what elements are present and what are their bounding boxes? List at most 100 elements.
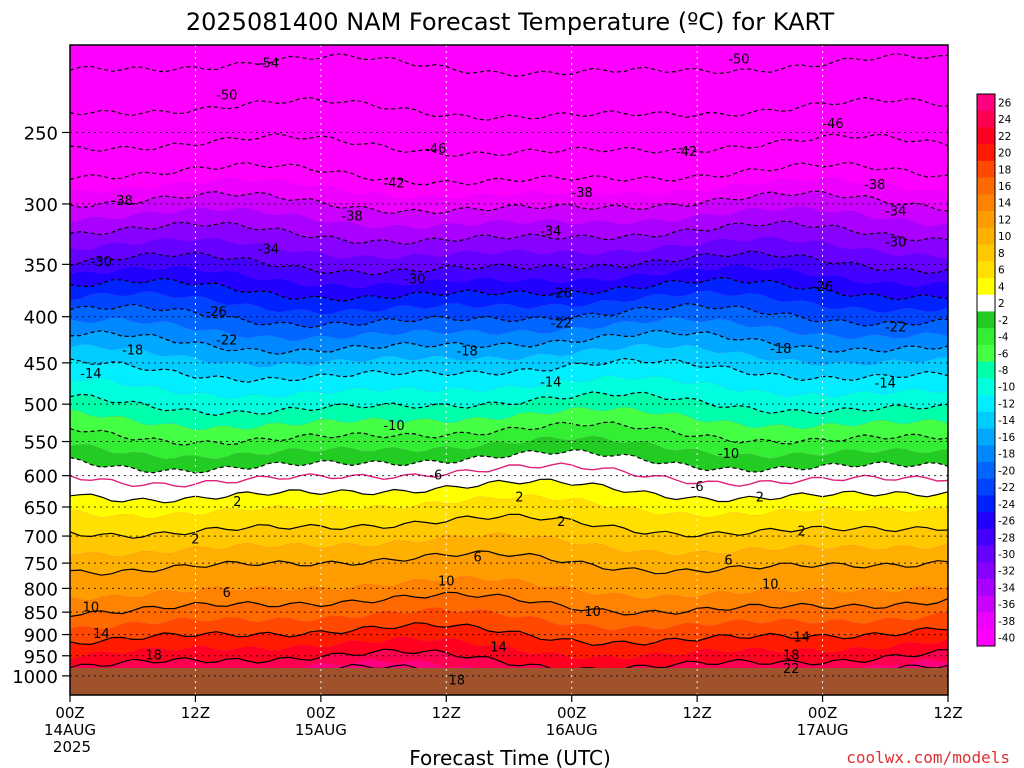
isotherm-line xyxy=(70,478,948,504)
contour-label: -22 xyxy=(551,317,572,332)
temperature-band xyxy=(70,358,948,399)
temperature-band xyxy=(70,251,948,288)
colorbar-swatch xyxy=(977,278,995,296)
colorbar-swatch xyxy=(977,579,995,597)
contour-label: -34 xyxy=(540,224,561,239)
colorbar-label: -40 xyxy=(998,633,1015,645)
temperature-band xyxy=(70,97,948,143)
colorbar-label: -34 xyxy=(998,582,1015,594)
isotherm-line xyxy=(70,622,948,646)
freezing-line xyxy=(70,462,948,488)
colorbar-label: -32 xyxy=(998,566,1015,578)
y-tick-label: 550 xyxy=(24,433,58,454)
colorbar-swatch xyxy=(977,227,995,245)
contour-label: 18 xyxy=(783,649,800,664)
contour-label: 2 xyxy=(557,515,565,530)
colorbar-label: -12 xyxy=(998,398,1015,410)
colorbar-label: -36 xyxy=(998,599,1015,611)
colorbar-swatch xyxy=(977,94,995,112)
temperature-band xyxy=(70,119,948,157)
y-tick-label: 1000 xyxy=(12,667,58,688)
contour-label: -34 xyxy=(885,204,906,219)
colorbar-label: 24 xyxy=(998,114,1012,126)
y-tick-label: 600 xyxy=(24,467,58,488)
contour-label: -50 xyxy=(216,89,237,104)
contour-label: -38 xyxy=(864,178,885,193)
x-tick-label: 00Z xyxy=(557,704,586,722)
contour-label: 14 xyxy=(793,631,810,646)
temperature-band xyxy=(70,221,948,260)
contour-label: -42 xyxy=(383,176,404,191)
temperature-band xyxy=(70,45,948,77)
contour-label: 18 xyxy=(145,649,162,664)
temperature-band xyxy=(70,45,819,55)
colorbar-label: 16 xyxy=(998,181,1012,193)
colorbar-label: -8 xyxy=(998,365,1008,377)
isotherm-line xyxy=(70,52,948,77)
y-tick-label: 950 xyxy=(24,647,58,668)
colorbar-swatch xyxy=(977,545,995,563)
contour-label: -14 xyxy=(540,376,561,391)
x-tick-label: 12Z xyxy=(933,704,962,722)
colorbar-label: -4 xyxy=(998,332,1009,344)
contour-label: 2 xyxy=(756,491,764,506)
colorbar-label: 18 xyxy=(998,164,1011,176)
contour-label: -42 xyxy=(676,145,697,160)
contour-label: -14 xyxy=(80,367,101,382)
isotherm-line xyxy=(70,513,948,539)
isotherm-line xyxy=(70,133,948,157)
colorbar-frame xyxy=(976,93,996,647)
colorbar-label: -14 xyxy=(998,415,1015,427)
contour-label: -6 xyxy=(691,480,704,495)
colorbar-swatch xyxy=(977,612,995,630)
temperature-band xyxy=(70,479,948,519)
contour-label: -30 xyxy=(91,255,112,270)
x-tick-label: 12Z xyxy=(682,704,711,722)
isotherm-line xyxy=(70,449,948,474)
contour-label: 10 xyxy=(584,605,601,620)
colorbar-swatch xyxy=(977,361,995,379)
colorbar-label: -38 xyxy=(998,616,1015,628)
x-axis-label: Forecast Time (UTC) xyxy=(409,746,611,768)
colorbar-swatch xyxy=(977,512,995,530)
colorbar-swatch xyxy=(977,211,995,229)
contour-label: -54 xyxy=(258,56,279,71)
x-tick-label: 00Z xyxy=(306,704,335,722)
colorbar-label: -30 xyxy=(998,549,1015,561)
y-tick-label: 900 xyxy=(24,626,58,647)
contour-label: -18 xyxy=(122,344,143,359)
contour-label: 10 xyxy=(438,574,455,589)
temperature-band xyxy=(70,53,948,99)
y-tick-label: 450 xyxy=(24,354,58,375)
colorbar-label: 4 xyxy=(998,281,1005,293)
chart-title: 2025081400 NAM Forecast Temperature (ºC)… xyxy=(186,8,835,36)
isotherm-line xyxy=(70,250,948,276)
temperature-band xyxy=(70,303,948,341)
isotherm-line xyxy=(70,421,948,446)
x-tick-label: 2025 xyxy=(53,738,91,756)
contour-label: -46 xyxy=(425,142,446,157)
x-tick-label: 17AUG xyxy=(797,721,849,739)
contour-label: 10 xyxy=(83,601,100,616)
colorbar-swatch xyxy=(977,177,995,195)
contour-label: 6 xyxy=(223,586,231,601)
contour-label: 10 xyxy=(762,577,779,592)
colorbar-swatch xyxy=(977,445,995,463)
temperature-band xyxy=(70,494,948,539)
colorbar-swatch xyxy=(977,395,995,413)
colorbar-label: -20 xyxy=(998,465,1015,477)
colorbar-swatch xyxy=(977,194,995,212)
y-tick-label: 250 xyxy=(24,123,58,144)
colorbar-swatch xyxy=(977,562,995,580)
y-tick-label: 750 xyxy=(24,554,58,575)
x-tick-label: 00Z xyxy=(808,704,837,722)
contour-label: -22 xyxy=(885,320,906,335)
contour-labels: -54 -50-50-46-46-42-42-38-38-38-38-34-34-… xyxy=(80,52,906,688)
isotherm-line xyxy=(70,162,948,186)
contour-label: -10 xyxy=(383,419,404,434)
isotherm-line xyxy=(70,648,948,673)
contour-label: -38 xyxy=(342,210,363,225)
colorbar-label: -26 xyxy=(998,516,1015,528)
temperature-band xyxy=(70,162,948,200)
isotherm-line xyxy=(70,591,948,618)
